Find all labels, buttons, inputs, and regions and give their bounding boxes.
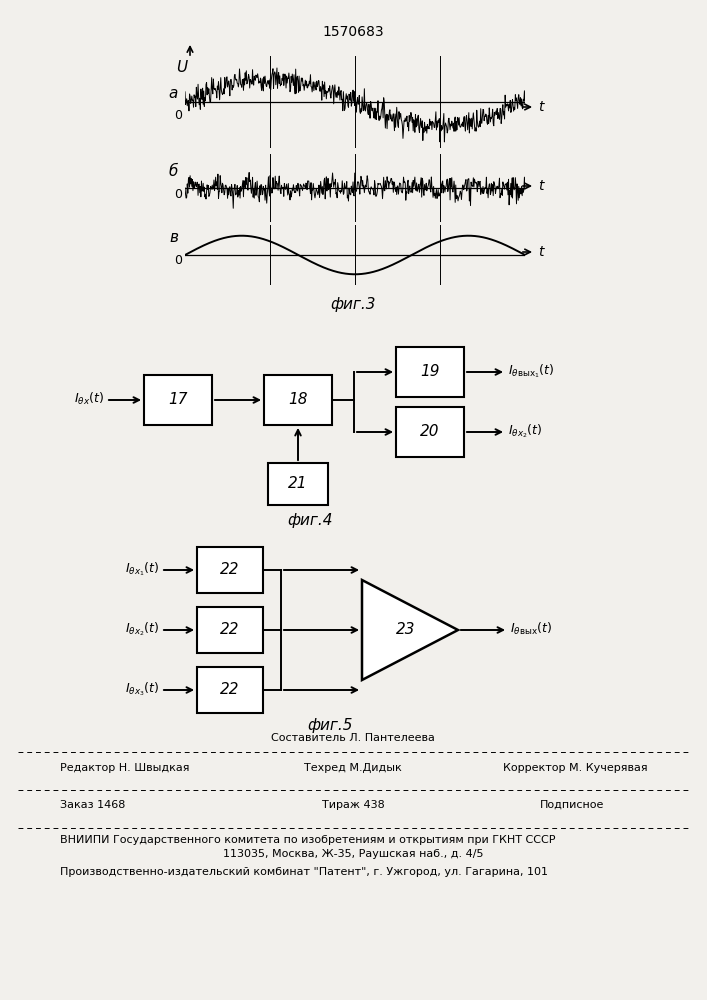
- Bar: [197, 667, 263, 713]
- Text: фиг.3: фиг.3: [330, 297, 375, 312]
- Text: 17: 17: [168, 392, 188, 408]
- Bar: [197, 547, 263, 593]
- Bar: [268, 463, 328, 505]
- Text: 0: 0: [174, 254, 182, 267]
- Text: t: t: [538, 100, 544, 114]
- Text: $I_{\theta\text{вых}_1}(t)$: $I_{\theta\text{вых}_1}(t)$: [508, 362, 554, 380]
- Text: в: в: [169, 231, 178, 245]
- Text: Составитель Л. Пантелеева: Составитель Л. Пантелеева: [271, 733, 435, 743]
- Text: 22: 22: [221, 682, 240, 698]
- Text: 0: 0: [174, 188, 182, 201]
- Polygon shape: [362, 580, 458, 680]
- Text: $I_{\theta x}(t)$: $I_{\theta x}(t)$: [74, 391, 104, 407]
- Text: Заказ 1468: Заказ 1468: [60, 800, 125, 810]
- Text: Производственно-издательский комбинат "Патент", г. Ужгород, ул. Гагарина, 101: Производственно-издательский комбинат "П…: [60, 867, 548, 877]
- Text: $I_{\theta\text{вых}}(t)$: $I_{\theta\text{вых}}(t)$: [510, 621, 552, 637]
- Text: 20: 20: [420, 424, 440, 440]
- Text: t: t: [538, 179, 544, 193]
- Bar: [144, 375, 212, 425]
- Text: 21: 21: [288, 477, 308, 491]
- Text: $I_{\theta x_2}(t)$: $I_{\theta x_2}(t)$: [508, 422, 542, 440]
- Text: Техред М.Дидык: Техред М.Дидык: [304, 763, 402, 773]
- Text: 19: 19: [420, 364, 440, 379]
- Text: $I_{\theta x_3}(t)$: $I_{\theta x_3}(t)$: [124, 680, 159, 698]
- Text: ВНИИПИ Государственного комитета по изобретениям и открытиям при ГКНТ СССР: ВНИИПИ Государственного комитета по изоб…: [60, 835, 556, 845]
- Text: 23: 23: [396, 622, 416, 638]
- Bar: [264, 375, 332, 425]
- Text: 1570683: 1570683: [322, 25, 384, 39]
- Text: Тираж 438: Тираж 438: [322, 800, 385, 810]
- Text: U: U: [176, 60, 187, 75]
- Text: Редактор Н. Швыдкая: Редактор Н. Швыдкая: [60, 763, 189, 773]
- Text: $I_{\theta x_2}(t)$: $I_{\theta x_2}(t)$: [124, 620, 159, 638]
- Text: Подписное: Подписное: [540, 800, 604, 810]
- Text: Корректор М. Кучерявая: Корректор М. Кучерявая: [503, 763, 648, 773]
- Text: 113035, Москва, Ж-35, Раушская наб., д. 4/5: 113035, Москва, Ж-35, Раушская наб., д. …: [223, 849, 484, 859]
- Text: 0: 0: [174, 109, 182, 122]
- Bar: [197, 607, 263, 653]
- Text: 22: 22: [221, 562, 240, 578]
- Text: б: б: [169, 164, 178, 180]
- Text: фиг.4: фиг.4: [287, 513, 333, 528]
- Text: t: t: [538, 245, 544, 259]
- Text: а: а: [169, 86, 178, 101]
- Text: фиг.5: фиг.5: [308, 718, 353, 733]
- Text: $I_{\theta x_1}(t)$: $I_{\theta x_1}(t)$: [124, 560, 159, 578]
- Text: 18: 18: [288, 392, 308, 408]
- Bar: [396, 347, 464, 397]
- Text: 22: 22: [221, 622, 240, 638]
- Bar: [396, 407, 464, 457]
